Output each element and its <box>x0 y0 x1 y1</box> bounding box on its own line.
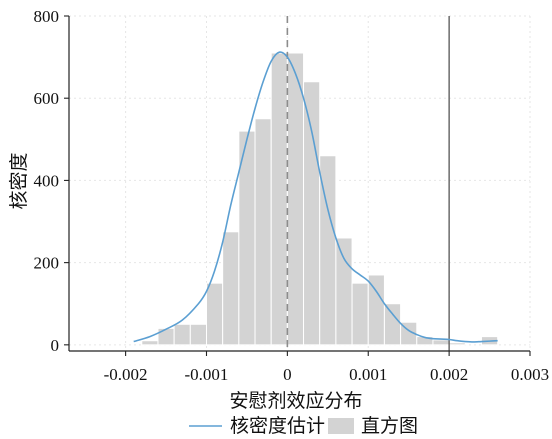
histogram-bar-19 <box>448 342 466 346</box>
histogram-bar-4 <box>205 282 224 346</box>
x-tick-label-3: 0.001 <box>349 365 387 384</box>
histogram-bar-14 <box>367 274 385 346</box>
histogram-bar-1 <box>157 327 175 346</box>
histogram-bars <box>141 52 499 346</box>
x-tick-label-0: -0.002 <box>104 365 148 384</box>
y-tick-label-0: 0 <box>51 336 60 355</box>
histogram-bar-15 <box>383 303 402 346</box>
histogram-bar-18 <box>432 339 450 346</box>
histogram-bar-10 <box>303 81 321 346</box>
reference-lines <box>286 16 450 351</box>
x-ticks: -0.002 -0.001 0 0.001 0.002 0.003 <box>104 351 549 384</box>
histogram-bar-9 <box>286 52 305 346</box>
x-tick-label-2: 0 <box>283 365 292 384</box>
histogram-bar-8 <box>270 52 288 346</box>
histogram-bar-5 <box>222 231 240 346</box>
axes <box>68 16 530 352</box>
x-tick-label-5: 0.003 <box>511 365 549 384</box>
kde-line <box>133 51 498 343</box>
histogram-bar-0 <box>141 340 159 346</box>
histogram-bar-7 <box>254 118 272 346</box>
x-axis-label: 安慰剂效应分布 <box>229 390 362 412</box>
histogram-bar-13 <box>351 282 369 346</box>
legend: 核密度估计 直方图 <box>189 415 418 437</box>
y-tick-label-3: 600 <box>34 89 60 108</box>
y-ticks: 0 200 400 600 800 <box>34 7 69 355</box>
histogram-bar-2 <box>173 323 191 346</box>
y-tick-label-1: 200 <box>34 254 60 273</box>
y-axis-label: 核密度 <box>8 152 30 209</box>
x-tick-label-4: 0.002 <box>430 365 468 384</box>
legend-histogram-label: 直方图 <box>361 415 418 437</box>
histogram-bar-3 <box>189 323 207 346</box>
legend-histogram-swatch <box>328 418 354 434</box>
x-tick-label-1: -0.001 <box>185 365 229 384</box>
y-tick-label-2: 400 <box>34 171 60 190</box>
histogram-bar-12 <box>335 237 353 346</box>
y-tick-label-4: 800 <box>34 7 60 26</box>
legend-kde-label: 核密度估计 <box>230 415 325 437</box>
